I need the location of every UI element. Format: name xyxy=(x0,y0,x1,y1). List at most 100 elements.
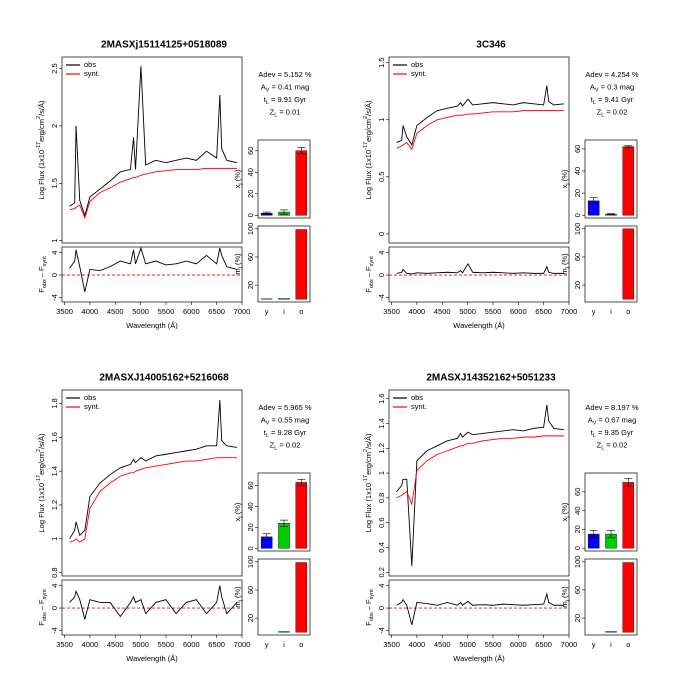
chart-title: 2MASXJ14352162+5051233 xyxy=(426,373,556,384)
y-tick-label: 60 xyxy=(573,145,582,153)
y-tick-label: 60 xyxy=(573,488,582,496)
y-tick-label: 1 xyxy=(50,239,59,243)
bar xyxy=(278,298,290,300)
text-segment: F xyxy=(37,288,46,293)
y-tick-label: 0 xyxy=(377,273,386,277)
text-segment: x xyxy=(560,184,569,188)
text-segment: j xyxy=(238,600,244,602)
y-tick-label: 1.6 xyxy=(50,432,59,442)
legend-label: synt. xyxy=(84,402,100,411)
legend-label: obs xyxy=(411,393,423,402)
text-segment: -17 xyxy=(363,142,369,150)
text-segment: erg/cm xyxy=(364,452,373,475)
bar xyxy=(295,150,308,216)
y-tick-label: 0.8 xyxy=(377,493,386,503)
text-segment: (%) xyxy=(233,253,242,267)
annotation: Adev = 8.197 % xyxy=(585,403,638,412)
text-segment: j xyxy=(238,516,244,518)
x-tick-label: 5000 xyxy=(459,307,476,316)
plot-frame xyxy=(61,389,243,577)
series-line xyxy=(69,66,238,217)
y-tick-label: 0 xyxy=(573,546,582,550)
y-tick-label: 40 xyxy=(573,506,582,514)
x-tick-label: o xyxy=(299,640,303,649)
x-tick-label: 4000 xyxy=(82,640,99,649)
text-segment: j xyxy=(238,267,244,269)
y-tick-label: 60 xyxy=(246,253,255,261)
y-axis-label: xj (%) xyxy=(233,169,244,188)
plot-frame xyxy=(388,579,570,636)
series-line xyxy=(396,435,564,506)
y-tick-label: 0 xyxy=(50,273,59,277)
text-segment: 2 xyxy=(363,449,369,452)
x-tick-label: y xyxy=(592,640,596,649)
text-segment: V xyxy=(593,421,597,427)
legend-label: obs xyxy=(84,393,96,402)
y-tick-label: 1 xyxy=(377,118,386,122)
x-tick-label: 6000 xyxy=(183,640,200,649)
text-segment: Log Flux (1x10 xyxy=(37,483,46,533)
y-axis-label: Log Flux (1x10-17erg/cm2/s/Å) xyxy=(363,433,373,532)
text-segment: L xyxy=(601,446,604,452)
error-bar xyxy=(607,213,615,215)
text-segment: /s/Å) xyxy=(364,433,373,449)
x-tick-label: 5000 xyxy=(459,640,476,649)
bar xyxy=(622,562,635,633)
y-tick-label: 60 xyxy=(246,586,255,594)
y-tick-label: 4 xyxy=(377,251,386,255)
text-segment: V xyxy=(595,88,599,94)
plot-frame xyxy=(584,472,638,552)
annotation: Adev = 5.965 % xyxy=(258,403,311,412)
y-tick-label: 1.2 xyxy=(50,500,59,510)
series-line xyxy=(69,457,237,543)
text-segment: m xyxy=(233,601,242,607)
annotation: tL = 9.35 Gyr xyxy=(591,428,634,439)
error-bar xyxy=(624,478,633,487)
text-segment: synt xyxy=(369,256,375,267)
legend-label: obs xyxy=(84,60,96,69)
bar xyxy=(278,523,290,549)
plot-frame xyxy=(61,246,243,303)
text-segment: obs xyxy=(42,612,48,621)
text-segment: – F xyxy=(364,266,373,279)
x-tick-label: 7000 xyxy=(561,640,578,649)
text-segment: j xyxy=(565,600,571,602)
text-segment: erg/cm xyxy=(37,119,46,142)
text-segment: = 9.91 Gyr xyxy=(269,95,307,104)
text-segment: synt xyxy=(42,256,48,267)
y-tick-label: 20 xyxy=(573,189,582,197)
chart-title: 2MASXJ14005162+5216068 xyxy=(99,373,229,384)
legend-label: synt. xyxy=(411,402,427,411)
x-tick-label: 4000 xyxy=(82,307,99,316)
y-axis-label: xj (%) xyxy=(560,502,571,521)
x-tick-label: 3500 xyxy=(56,640,73,649)
text-segment: Z xyxy=(270,107,275,116)
y-tick-label: 0.4 xyxy=(377,542,386,552)
y-tick-label: 0.8 xyxy=(50,567,59,577)
y-axis-label: Log Flux (1x10-17erg/cm2/s/Å) xyxy=(363,100,373,199)
plot-frame xyxy=(257,558,311,636)
x-tick-label: 5500 xyxy=(158,307,175,316)
bar xyxy=(622,228,635,300)
series-line xyxy=(69,585,238,620)
y-tick-label: 60 xyxy=(246,481,255,489)
text-segment: = 0.01 xyxy=(277,107,300,116)
text-segment: Z xyxy=(270,440,275,449)
text-segment: j xyxy=(238,183,244,185)
error-bar xyxy=(280,519,288,527)
text-segment: x xyxy=(560,517,569,521)
y-tick-label: 40 xyxy=(573,167,582,175)
x-tick-label: 7000 xyxy=(234,640,251,649)
text-segment: – F xyxy=(37,599,46,612)
text-segment: L xyxy=(274,113,277,119)
y-tick-label: 20 xyxy=(246,190,255,198)
legend-label: synt. xyxy=(411,69,427,78)
x-tick-label: 5000 xyxy=(132,307,149,316)
text-segment: = 0.02 xyxy=(604,440,627,449)
text-segment: t xyxy=(591,95,594,104)
text-segment: obs xyxy=(369,612,375,621)
text-segment: t xyxy=(591,428,594,437)
x-axis-label: Wavelength (Å) xyxy=(126,654,178,663)
